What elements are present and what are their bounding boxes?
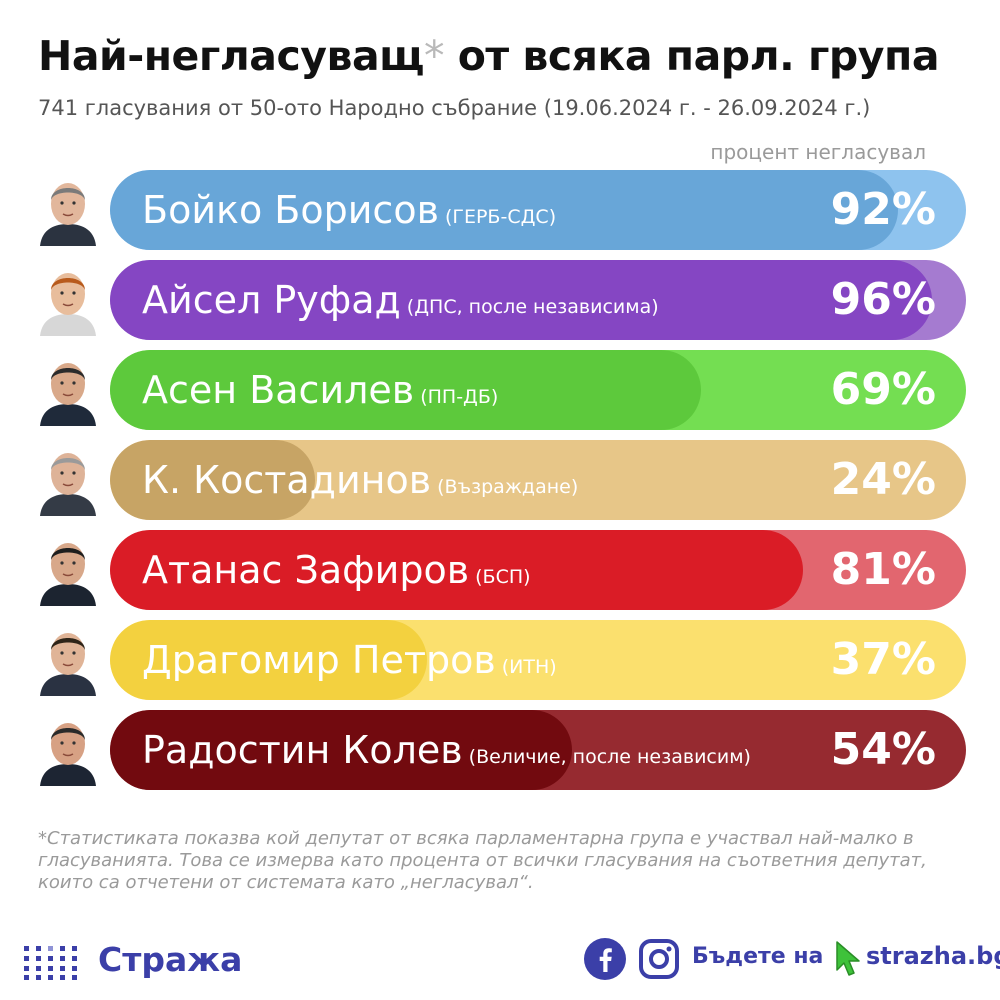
person-photo-icon <box>40 363 96 426</box>
bar-value-label: 69% <box>830 364 936 415</box>
column-label: процент негласувал <box>710 140 926 164</box>
person-photo-icon <box>40 633 96 696</box>
bar-fill <box>110 170 898 250</box>
bar-label: Драгомир Петров (ИТН) <box>142 620 557 700</box>
bar-label: Айсел Руфад (ДПС, после независима) <box>142 260 659 340</box>
footnote: *Статистиката показва кой депутат от вся… <box>38 828 927 893</box>
person-photo-icon <box>40 183 96 246</box>
social-links: Бъдете на strazha.bg <box>584 938 1000 982</box>
title-rest: от всяка парл. група <box>443 32 940 80</box>
title-main: Най-негласуващ <box>38 32 424 80</box>
bar-track <box>110 530 966 610</box>
deputy-name: Бойко Борисов <box>142 188 439 232</box>
deputy-name: Атанас Зафиров <box>142 548 470 592</box>
bar-fill <box>110 530 803 610</box>
bar-track <box>110 350 966 430</box>
bar-value-label: 96% <box>830 274 936 325</box>
facebook-icon[interactable] <box>584 938 626 980</box>
page-subtitle: 741 гласувания от 50-ото Народно събрани… <box>38 96 871 120</box>
bar-track <box>110 440 966 520</box>
person-photo-icon <box>40 453 96 516</box>
chart-row: Драгомир Петров (ИТН) 37% <box>0 620 1000 700</box>
bar-value-label: 92% <box>830 184 936 235</box>
instagram-icon[interactable] <box>638 938 680 980</box>
deputy-name: Айсел Руфад <box>142 278 401 322</box>
bar-track <box>110 710 966 790</box>
cursor-icon <box>836 941 860 976</box>
chart-row: Айсел Руфад (ДПС, после независима) 96% <box>0 260 1000 340</box>
person-photo-icon <box>40 543 96 606</box>
chart-row: Асен Василев (ПП-ДБ) 69% <box>0 350 1000 430</box>
bar-value-label: 24% <box>830 454 936 505</box>
chart-row: Атанас Зафиров (БСП) 81% <box>0 530 1000 610</box>
bar-fill <box>110 620 427 700</box>
party-name: (ДПС, после независима) <box>406 296 659 318</box>
brand-dots-icon <box>24 946 77 980</box>
brand-name: Стража <box>98 940 243 979</box>
bar-value-label: 37% <box>830 634 936 685</box>
party-name: (БСП) <box>475 566 531 588</box>
bar-label: Атанас Зафиров (БСП) <box>142 530 531 610</box>
site-link[interactable]: strazha.bg <box>866 942 1000 970</box>
party-name: (ИТН) <box>501 656 557 678</box>
bar-fill <box>110 260 932 340</box>
bar-track <box>110 170 966 250</box>
title-asterisk: * <box>423 32 445 80</box>
page-title: Най-негласуващ* от всяка парл. група <box>38 32 940 80</box>
bar-fill <box>110 710 572 790</box>
deputy-name: Асен Василев <box>142 368 415 412</box>
person-photo-icon <box>40 273 96 336</box>
chart-row: Радостин Колев (Величие, после независим)… <box>0 710 1000 790</box>
bar-fill <box>110 350 701 430</box>
bar-track <box>110 260 966 340</box>
party-name: (Величие, после независим) <box>468 746 751 768</box>
bar-value-label: 81% <box>830 544 936 595</box>
bar-fill <box>110 440 315 520</box>
bar-label: К. Костадинов (Възраждане) <box>142 440 578 520</box>
party-name: (Възраждане) <box>437 476 579 498</box>
bar-value-label: 54% <box>830 724 936 775</box>
party-name: (ГЕРБ-СДС) <box>444 206 557 228</box>
chart-row: Бойко Борисов (ГЕРБ-СДС) 92% <box>0 170 1000 250</box>
bar-label: Асен Василев (ПП-ДБ) <box>142 350 498 430</box>
cta-text: Бъдете на <box>692 944 824 969</box>
deputy-name: Радостин Колев <box>142 728 463 772</box>
bar-track <box>110 620 966 700</box>
bar-label: Радостин Колев (Величие, после независим) <box>142 710 751 790</box>
bar-label: Бойко Борисов (ГЕРБ-СДС) <box>142 170 556 250</box>
person-photo-icon <box>40 723 96 786</box>
party-name: (ПП-ДБ) <box>420 386 499 408</box>
deputy-name: Драгомир Петров <box>142 638 496 682</box>
chart-row: К. Костадинов (Възраждане) 24% <box>0 440 1000 520</box>
deputy-name: К. Костадинов <box>142 458 432 502</box>
